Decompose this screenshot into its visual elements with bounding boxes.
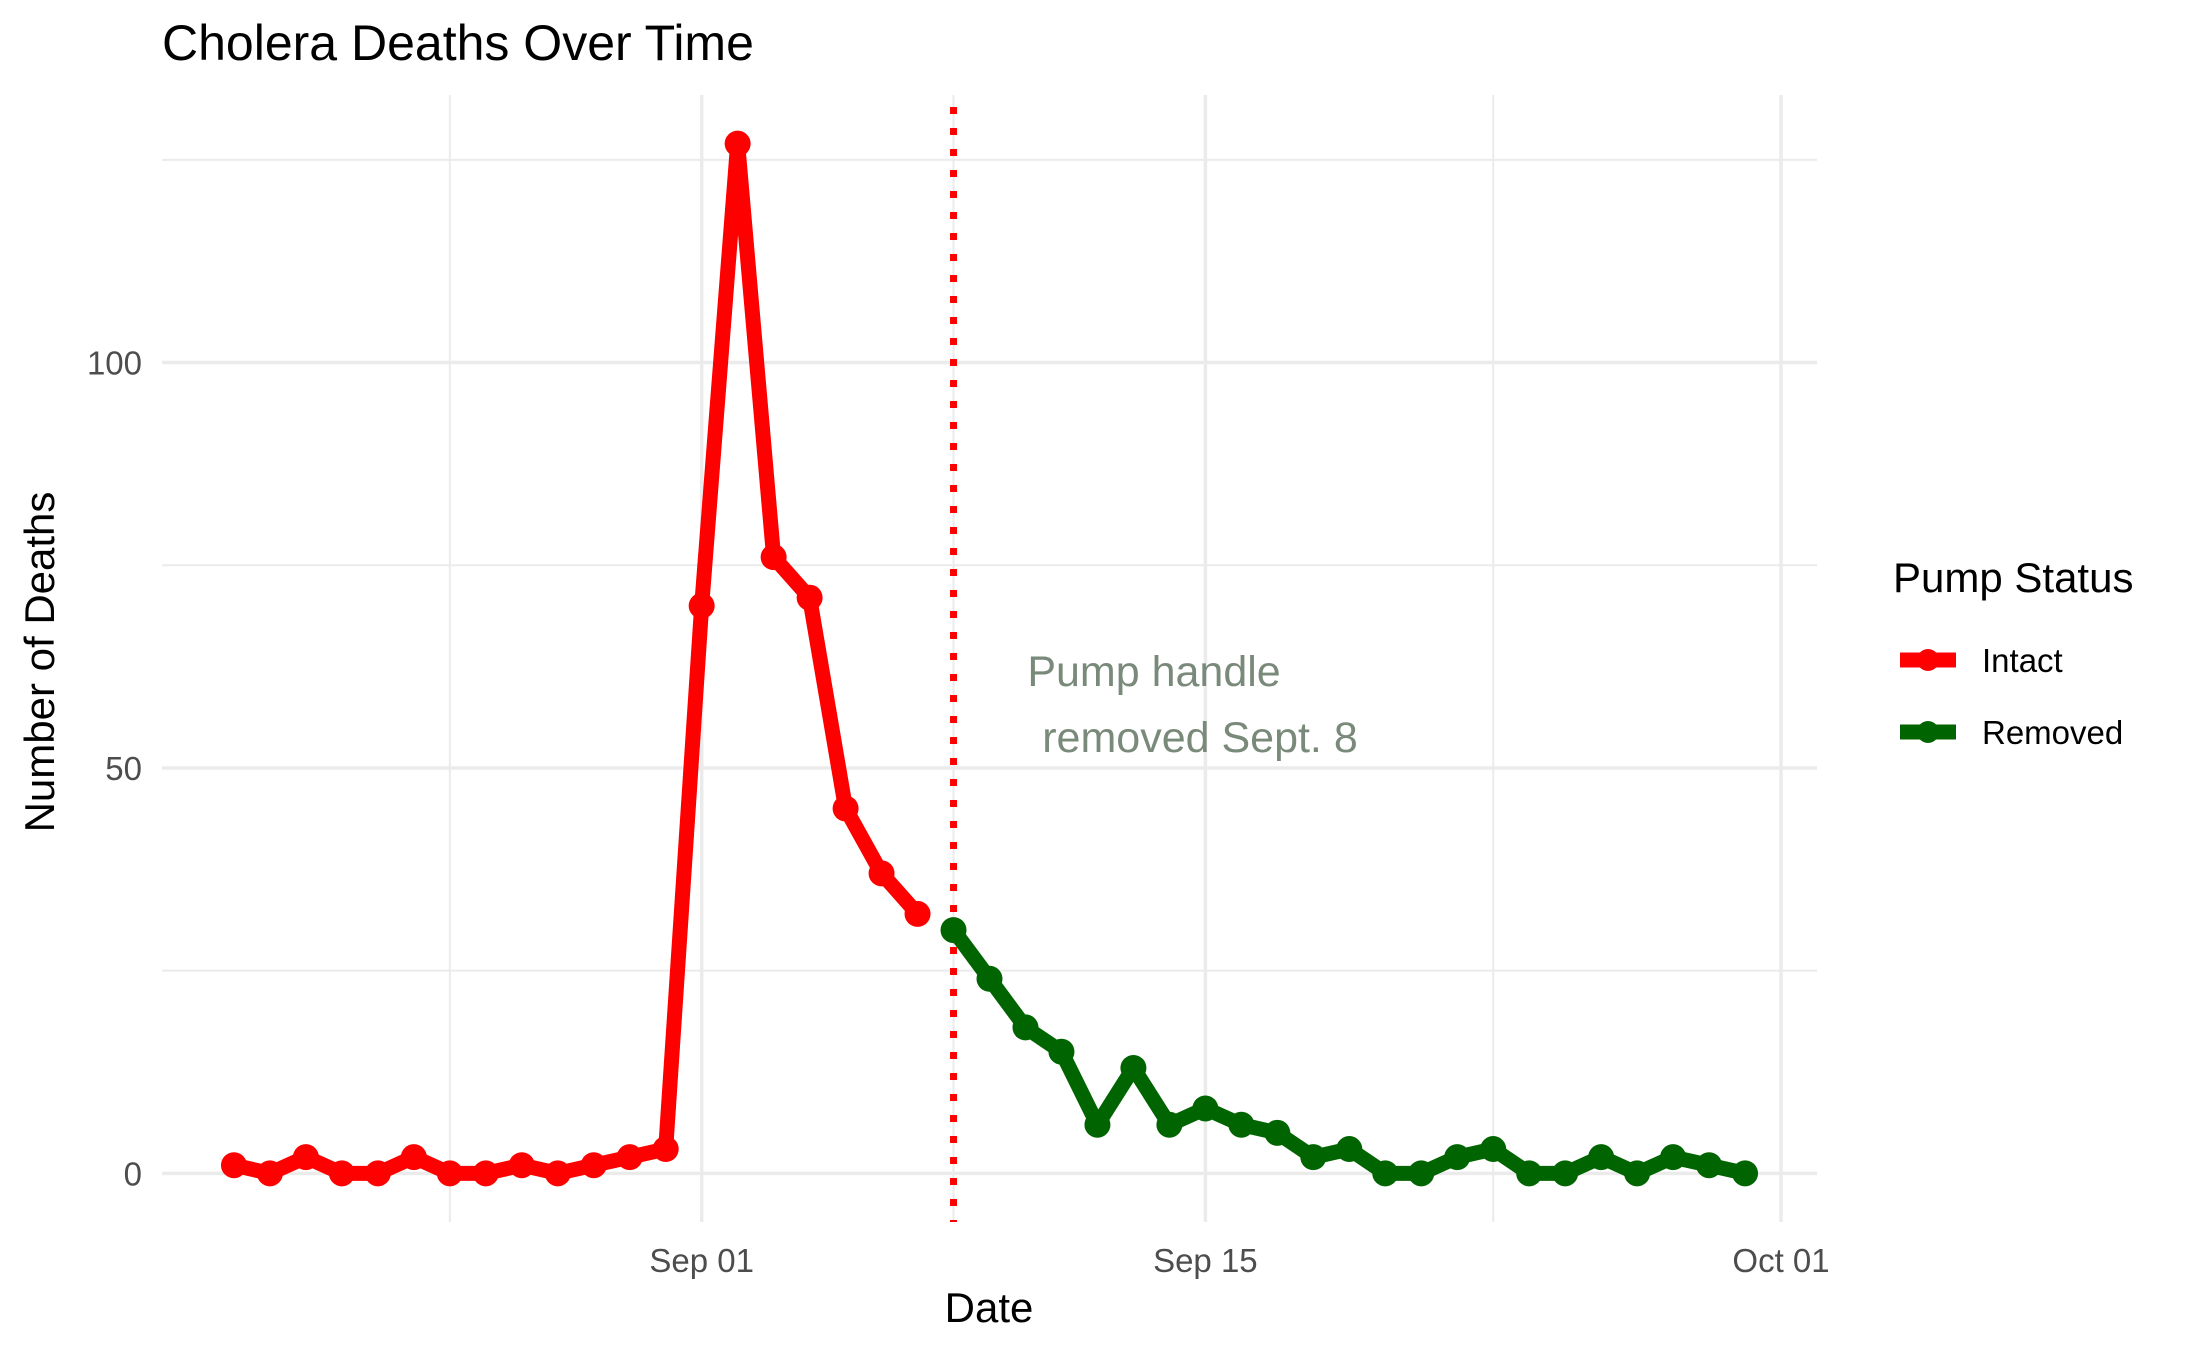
data-point-intact: [760, 544, 787, 571]
x-tick-label: Oct 01: [1732, 1242, 1829, 1279]
data-point-removed: [976, 965, 1003, 992]
tick-labels: 0 50 100 Sep 01 Sep 15 Oct 01: [87, 345, 1830, 1279]
legend: Pump Status Intact Removed: [1893, 554, 2133, 751]
data-point-removed: [1048, 1038, 1075, 1065]
data-point-removed: [1588, 1144, 1615, 1171]
legend-key-intact: [1900, 649, 1956, 671]
data-point-removed: [1408, 1160, 1435, 1187]
data-point-intact: [904, 900, 931, 927]
data-point-intact: [724, 130, 751, 157]
data-point-removed: [1228, 1111, 1255, 1138]
y-tick-label: 100: [87, 345, 142, 382]
series-line-intact: [226, 136, 926, 1181]
x-tick-label: Sep 01: [649, 1242, 754, 1279]
series-group: [220, 130, 1759, 1187]
data-point-removed: [1660, 1144, 1687, 1171]
y-tick-label: 50: [105, 750, 142, 787]
data-point-intact: [328, 1160, 355, 1187]
x-tick-label: Sep 15: [1153, 1242, 1258, 1279]
data-point-removed: [1696, 1152, 1723, 1179]
data-point-intact: [652, 1136, 679, 1163]
data-point-removed: [1732, 1160, 1759, 1187]
y-axis-title: Number of Deaths: [16, 492, 63, 833]
data-point-intact: [220, 1152, 247, 1179]
annotation-line-2: removed Sept. 8: [1042, 714, 1358, 762]
data-point-intact: [436, 1160, 463, 1187]
x-axis-title: Date: [945, 1284, 1034, 1331]
data-point-removed: [1300, 1144, 1327, 1171]
data-point-removed: [1084, 1111, 1111, 1138]
data-point-removed: [1192, 1095, 1219, 1122]
data-point-intact: [688, 592, 715, 619]
data-point-intact: [832, 795, 859, 822]
data-point-removed: [1480, 1136, 1507, 1163]
legend-swatch-point-removed: [1917, 721, 1939, 743]
data-point-removed: [1120, 1054, 1147, 1081]
pump-annotation: Pump handle removed Sept. 8: [1027, 648, 1357, 762]
data-point-intact: [292, 1144, 319, 1171]
data-point-intact: [616, 1144, 643, 1171]
data-point-intact: [868, 860, 895, 887]
grid-lines: [162, 95, 1817, 1222]
data-point-intact: [544, 1160, 571, 1187]
data-point-intact: [508, 1152, 535, 1179]
data-point-removed: [1264, 1119, 1291, 1146]
data-point-removed: [1336, 1136, 1363, 1163]
annotation-line-1: Pump handle: [1027, 648, 1280, 696]
data-point-intact: [796, 584, 823, 611]
legend-label-removed: Removed: [1982, 714, 2123, 751]
data-point-removed: [1012, 1014, 1039, 1041]
data-point-removed: [1552, 1160, 1579, 1187]
data-point-removed: [1372, 1160, 1399, 1187]
legend-label-intact: Intact: [1982, 642, 2063, 679]
data-point-removed: [940, 917, 967, 944]
data-point-removed: [1516, 1160, 1543, 1187]
y-tick-label: 0: [124, 1155, 142, 1192]
data-point-removed: [1156, 1111, 1183, 1138]
data-point-intact: [400, 1144, 427, 1171]
data-point-removed: [1444, 1144, 1471, 1171]
data-point-removed: [1624, 1160, 1651, 1187]
data-point-intact: [580, 1152, 607, 1179]
data-point-intact: [364, 1160, 391, 1187]
legend-swatch-point-intact: [1917, 649, 1939, 671]
data-point-intact: [256, 1160, 283, 1187]
chart-title: Cholera Deaths Over Time: [162, 15, 754, 71]
legend-title: Pump Status: [1893, 554, 2133, 601]
data-point-intact: [472, 1160, 499, 1187]
legend-key-removed: [1900, 721, 1956, 743]
